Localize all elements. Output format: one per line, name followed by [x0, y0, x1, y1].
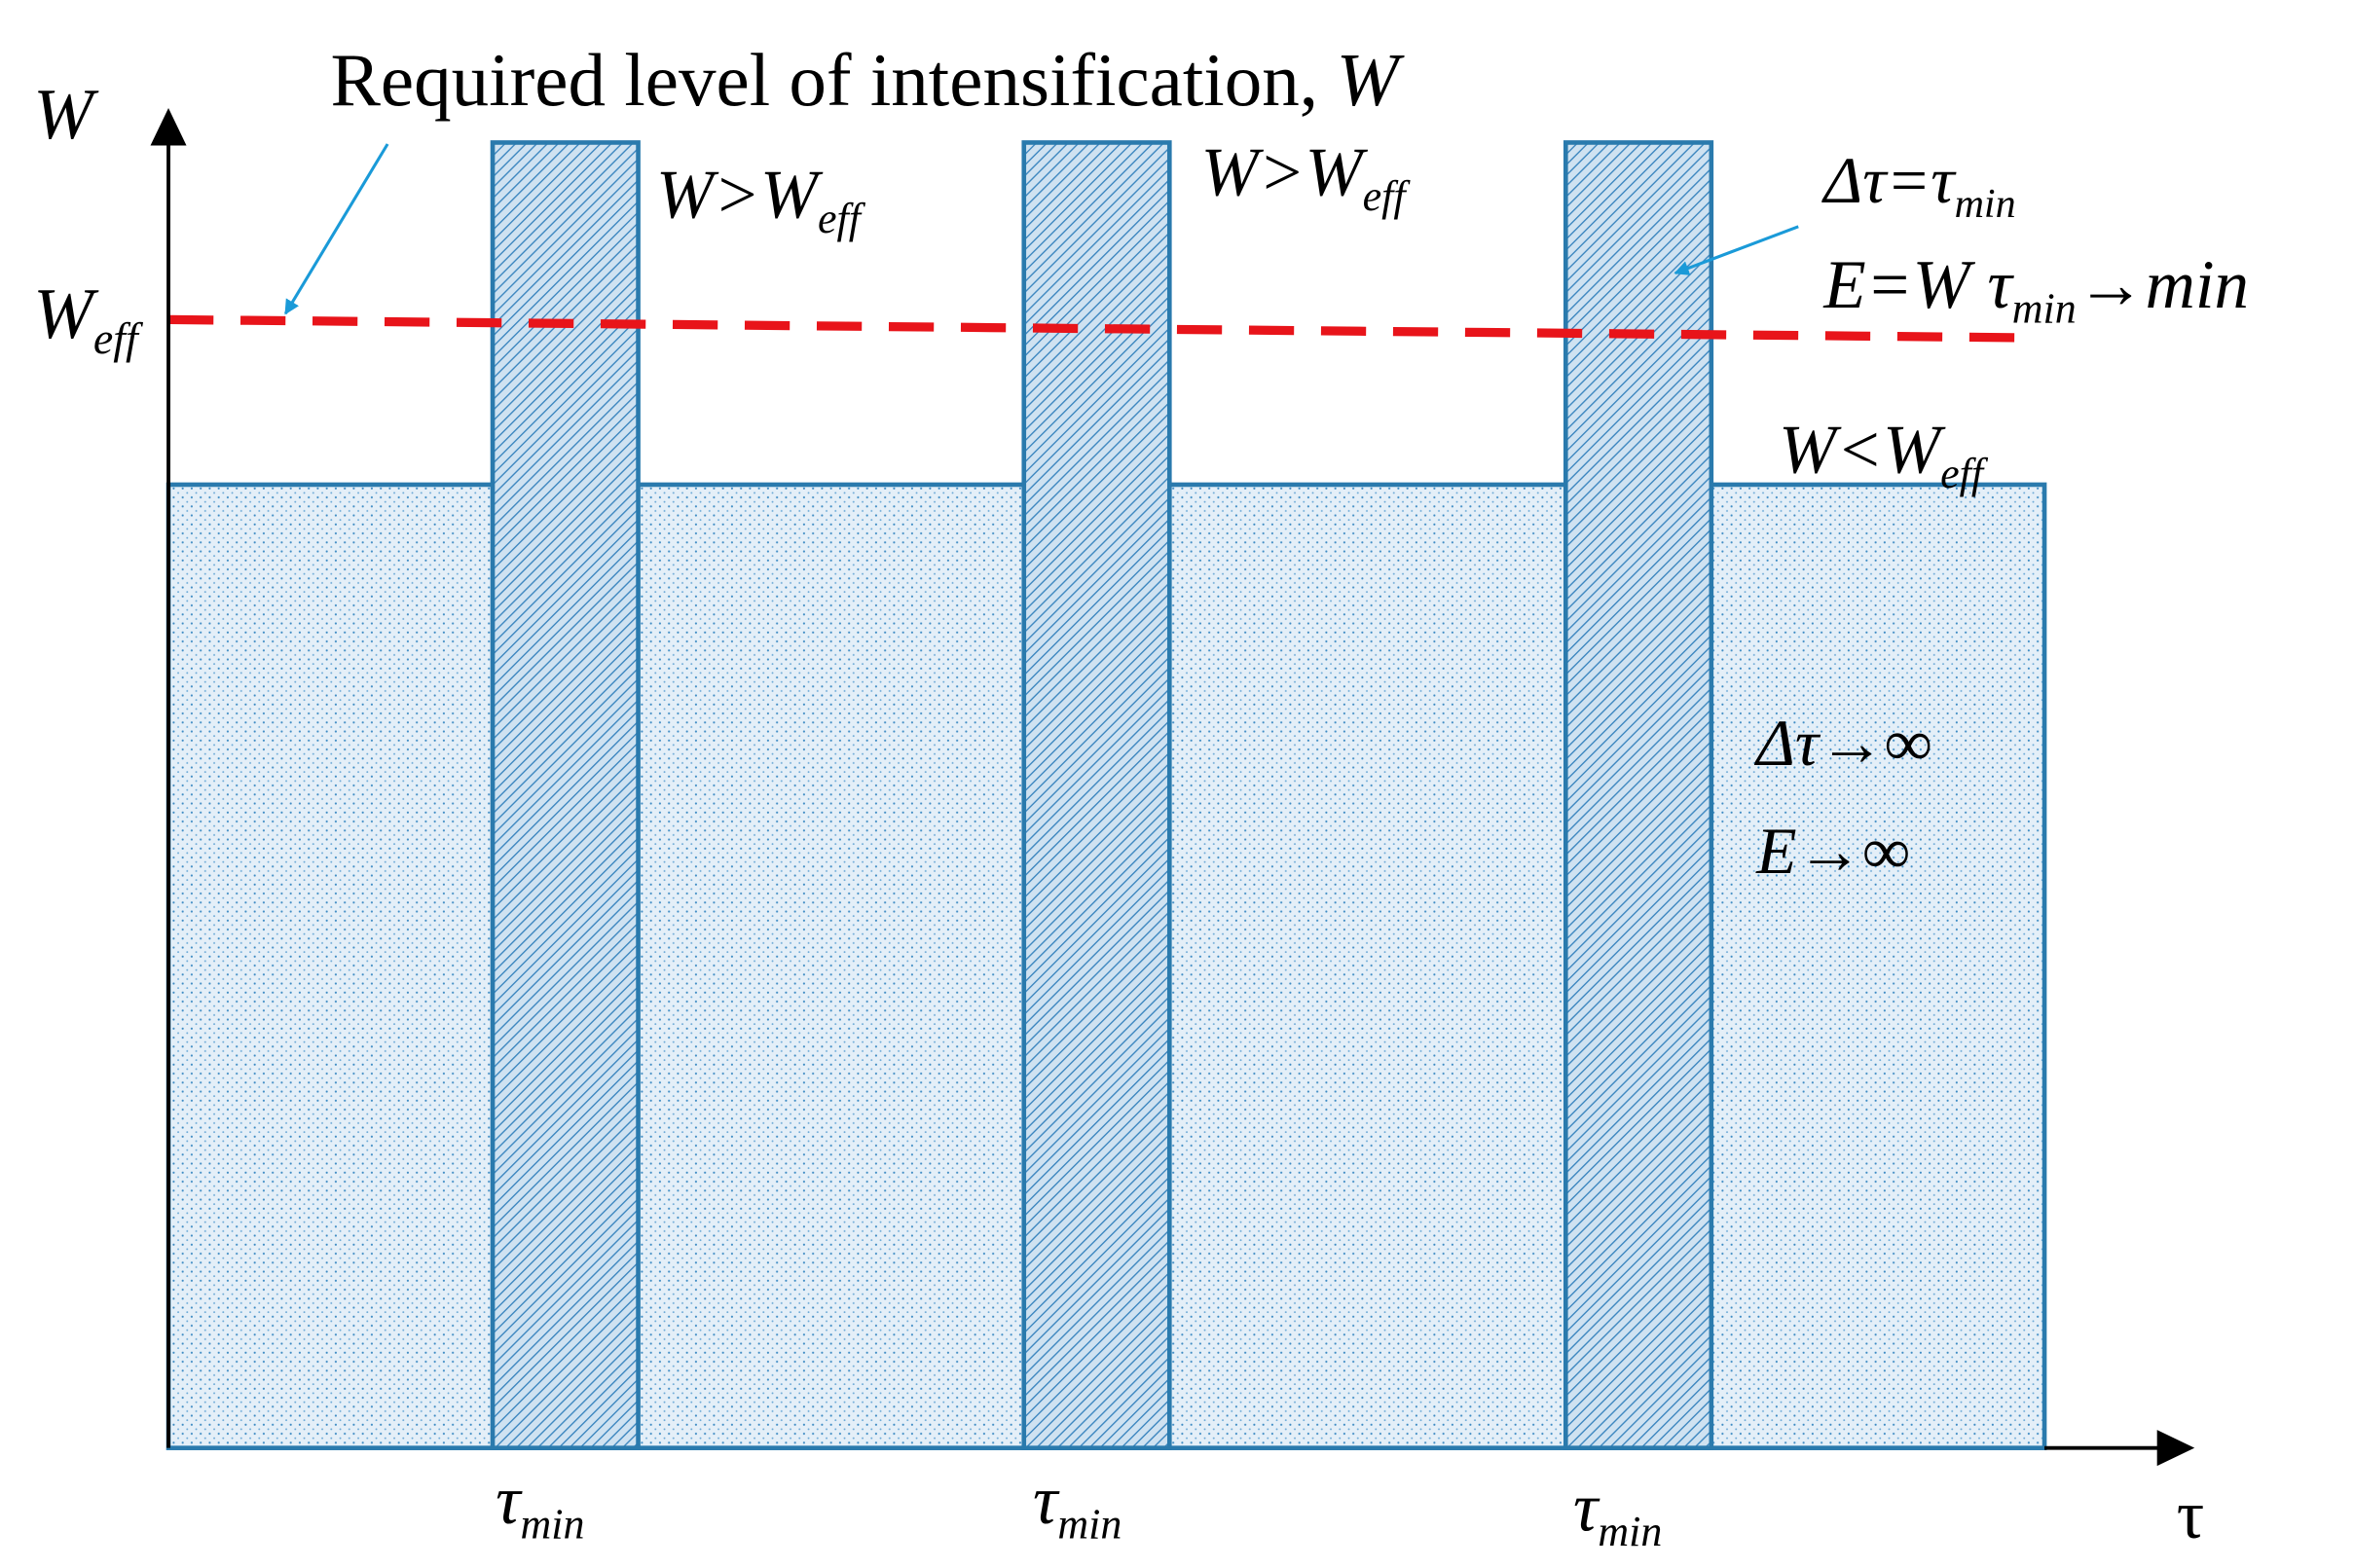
pulse-bar — [1563, 140, 1714, 1450]
label-base: τ — [1033, 1463, 1060, 1539]
label-base: E=W τ — [1822, 247, 2014, 323]
threshold-line — [167, 314, 2019, 343]
annotation: W>Weff — [656, 158, 866, 243]
label-subscript: min — [1598, 1508, 1662, 1555]
label-subscript: min — [520, 1500, 584, 1548]
y-axis-arrow — [150, 107, 187, 146]
label-base: W>W — [1201, 134, 1369, 210]
label-base: W>W — [656, 158, 824, 234]
label-base: τ — [1573, 1470, 1600, 1546]
label-subscript: min — [1057, 1500, 1122, 1548]
label-subscript: eff — [818, 195, 866, 242]
pulse-duration-label: τmin — [496, 1463, 584, 1549]
label-tail: →min — [2077, 247, 2249, 323]
annotation: E→∞ — [1755, 815, 1910, 888]
annotation: W>Weff — [1201, 134, 1412, 220]
annotation: Δτ→∞ — [1753, 707, 1931, 780]
threshold-label: Weff — [33, 274, 144, 363]
label-base: W — [33, 274, 99, 354]
label-base: E→∞ — [1755, 815, 1910, 888]
title-text: Required level of intensification, — [331, 38, 1319, 122]
label-subscript: eff — [93, 313, 144, 363]
x-axis-label: τ — [2177, 1477, 2205, 1553]
label-subscript: eff — [1363, 172, 1412, 220]
pulse-duration-label: τmin — [1573, 1470, 1662, 1555]
pulse-bar — [490, 140, 641, 1450]
annotation: Δτ=τmin — [1821, 144, 2015, 227]
label-subscript: eff — [1940, 450, 1989, 497]
title: Required level of intensification, W — [331, 38, 1406, 122]
pointer-arrow — [283, 143, 389, 315]
pulse-bar — [1021, 140, 1172, 1450]
pointer-arrow — [1674, 225, 1799, 275]
label-subscript: min — [1955, 182, 2016, 227]
title-variable: W — [1337, 38, 1406, 122]
label-base: Δτ→∞ — [1753, 707, 1931, 780]
y-axis-label: W — [33, 75, 99, 155]
annotation: E=W τmin→min — [1822, 247, 2249, 333]
annotation: W<Weff — [1779, 413, 1989, 498]
label-base: τ — [496, 1463, 523, 1539]
x-axis-arrow — [2156, 1430, 2195, 1467]
label-base: Δτ=τ — [1821, 144, 1957, 217]
pulse-duration-label: τmin — [1033, 1463, 1122, 1549]
label-base: W<W — [1779, 413, 1946, 489]
label-subscript: min — [2012, 285, 2077, 333]
